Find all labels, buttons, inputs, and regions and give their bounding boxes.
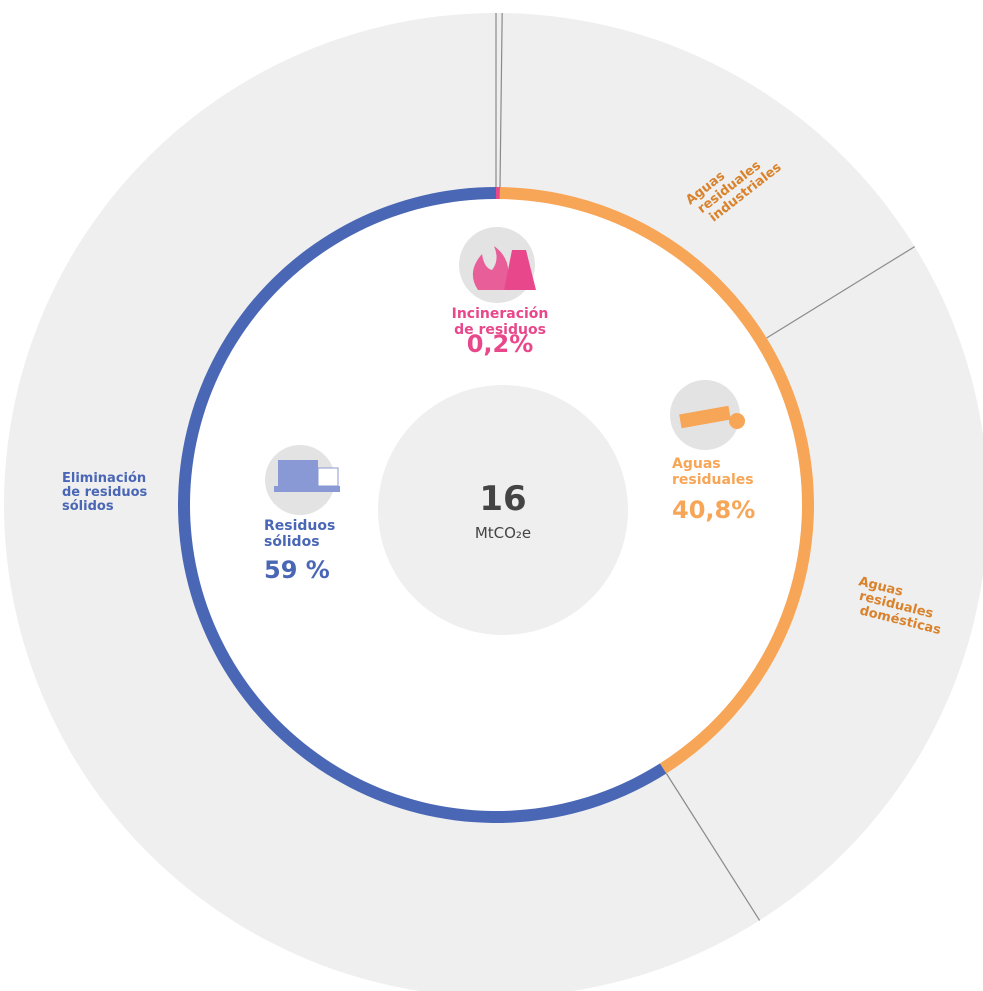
category-label: Incineración <box>452 306 549 322</box>
icon-chassis <box>274 486 340 492</box>
icon-flame <box>472 246 509 290</box>
category-label: de residuos <box>454 322 546 338</box>
outer-label-line: Eliminación <box>62 471 146 486</box>
icon-drop <box>729 413 745 429</box>
icon-truck <box>278 460 318 486</box>
icon-bag <box>504 250 536 290</box>
icon-cab <box>317 467 339 487</box>
outer-divider <box>665 773 761 921</box>
outer-segment <box>496 13 503 188</box>
icon-pipe <box>679 405 731 429</box>
center-value: 16 <box>479 479 526 519</box>
category-label: Aguas <box>672 456 721 472</box>
ring-segment <box>496 187 500 200</box>
outer-segment <box>666 246 983 921</box>
outer-label-line: sólidos <box>62 499 114 514</box>
center-unit: MtCO₂e <box>475 524 531 542</box>
value-label: 59 % <box>264 556 330 584</box>
value-label: 0,2% <box>467 330 534 358</box>
category-label: sólidos <box>264 534 320 550</box>
category-label: Residuos <box>264 518 335 534</box>
center-disc <box>378 385 628 635</box>
outer-divider <box>766 246 916 339</box>
outer-label-line: de residuos <box>62 485 148 500</box>
category-label: residuales <box>672 472 754 488</box>
icons <box>265 227 745 515</box>
outer-segment <box>499 13 915 338</box>
outer-segment <box>4 13 760 991</box>
outer-divider <box>499 13 503 188</box>
value-label: 40,8% <box>672 496 755 524</box>
